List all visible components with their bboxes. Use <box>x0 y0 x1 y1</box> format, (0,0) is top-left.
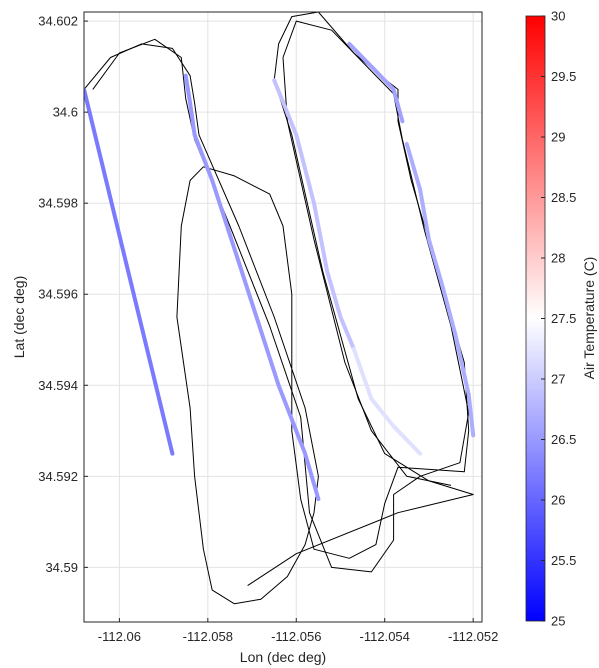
plot-frame <box>83 11 483 623</box>
colorbar-label: Air Temperature (C) <box>581 257 597 380</box>
temperature-segment <box>404 142 476 438</box>
y-axis-label: Lat (dec deg) <box>11 276 27 359</box>
x-axis-label: Lon (dec deg) <box>240 649 326 665</box>
y-tick-label: 34.598 <box>38 196 78 211</box>
colorbar-tick-label: 30 <box>551 9 565 24</box>
temperature-segment <box>351 346 423 456</box>
x-tick-label: -112.054 <box>360 629 410 644</box>
grid <box>84 12 482 622</box>
colorbar-tick-label: 29 <box>551 130 565 145</box>
temperature-segment <box>347 41 405 124</box>
temperature-segment <box>272 78 356 351</box>
x-tick-label: -112.056 <box>271 629 321 644</box>
colorbar-tick-label: 29.5 <box>551 69 576 84</box>
temperature-segment <box>84 87 175 456</box>
x-ticks: -112.06 -112.058 -112.056 -112.054 -112.052 <box>98 618 498 644</box>
colorbar-tick-label: 26 <box>551 493 565 508</box>
colored-segments <box>84 41 476 502</box>
colorbar-tick-label: 28 <box>551 251 565 266</box>
x-tick-label: -112.052 <box>448 629 498 644</box>
plot-background <box>84 12 482 622</box>
colorbar-ticks: 25 25.5 26 26.5 27 27.5 28 28.5 29 29.5 30 <box>541 9 576 629</box>
colorbar-tick-label: 28.5 <box>551 190 576 205</box>
y-tick-label: 34.6 <box>53 105 78 120</box>
colorbar-tick-label: 27 <box>551 372 565 387</box>
x-tick-label: -112.058 <box>183 629 233 644</box>
y-tick-label: 34.592 <box>38 469 78 484</box>
temperature-segment <box>183 73 321 502</box>
y-ticks: 34.59 34.592 34.594 34.596 34.598 34.6 34.602 <box>38 14 88 575</box>
flight-track-line <box>84 12 474 605</box>
colorbar-tick-label: 25 <box>551 614 565 629</box>
x-tick-label: -112.06 <box>98 629 141 644</box>
colorbar-tick-label: 25.5 <box>551 553 576 568</box>
y-tick-label: 34.596 <box>38 287 78 302</box>
colorbar-tick-label: 26.5 <box>551 432 576 447</box>
y-tick-label: 34.594 <box>38 378 78 393</box>
y-tick-label: 34.602 <box>38 14 78 29</box>
y-tick-label: 34.59 <box>45 560 78 575</box>
colorbar-tick-label: 27.5 <box>551 311 576 326</box>
